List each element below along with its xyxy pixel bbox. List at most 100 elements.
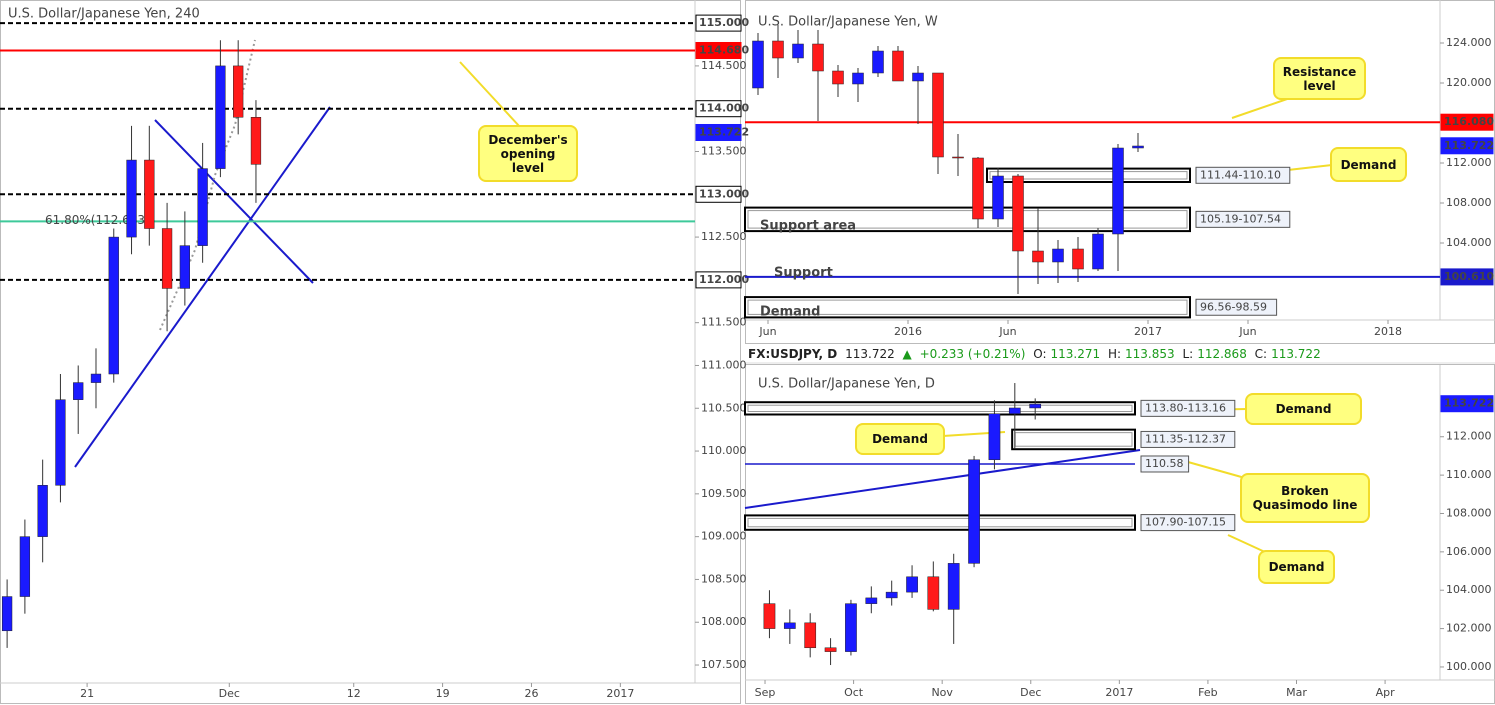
candle-body	[90, 373, 102, 383]
y-tick-label: 109.500	[701, 487, 747, 500]
value-tag: 111.44-110.10	[1200, 168, 1281, 181]
candle-body	[215, 65, 226, 169]
candle-body	[19, 536, 31, 597]
chart-title: U.S. Dollar/Japanese Yen, 240	[8, 7, 200, 22]
y-tick-label: 110.000	[1446, 468, 1492, 481]
chart-title: U.S. Dollar/Japanese Yen, W	[758, 15, 938, 30]
x-tick-label: Sep	[755, 686, 776, 699]
candle-body	[1072, 248, 1084, 270]
candle-body	[892, 50, 904, 82]
chart-title: U.S. Dollar/Japanese Yen, D	[758, 377, 935, 392]
zone	[744, 401, 1136, 416]
candle-body	[968, 459, 980, 564]
value-tag-box	[1140, 455, 1190, 473]
y-tick-label: 111.000	[701, 358, 747, 371]
price-label-box	[695, 41, 742, 59]
value-tag: 96.56-98.59	[1200, 300, 1267, 313]
candle-body	[772, 40, 784, 59]
y-tick-label: 112.500	[701, 230, 747, 243]
x-tick-label: Jun	[998, 325, 1016, 338]
pointer	[1227, 534, 1266, 553]
y-tick-label: 104.000	[1446, 583, 1492, 596]
price-label-box	[695, 123, 742, 141]
zone	[744, 206, 1191, 233]
candle-body	[932, 72, 944, 158]
price-label: 115.000	[699, 16, 749, 29]
candle-body	[763, 603, 776, 629]
ohlc-value: 113.853	[1125, 347, 1175, 361]
x-tick-label: 2017	[606, 687, 634, 700]
candle-body	[947, 563, 960, 610]
y-tick-label: 102.000	[1446, 622, 1492, 635]
symbol: FX:USDJPY, D	[748, 347, 838, 361]
candle-body	[1012, 175, 1024, 252]
ohlc-value: 113.271	[1050, 347, 1101, 361]
candle-body	[752, 40, 764, 89]
price-label-box	[1440, 137, 1494, 155]
candle-body	[845, 603, 857, 652]
zone-inner	[989, 171, 1188, 180]
ohlc-value: 112.868	[1197, 347, 1247, 361]
y-tick-label: 107.500	[701, 658, 747, 671]
value-tag: 107.90-107.15	[1145, 516, 1226, 529]
y-tick-label: 111.500	[701, 316, 747, 329]
value-tag-box	[1195, 298, 1278, 316]
candle-body	[824, 647, 837, 652]
price-label-box	[695, 271, 742, 289]
candle-body	[1, 596, 13, 632]
x-tick-label: 2017	[1134, 325, 1162, 338]
x-tick-label: 2018	[1374, 325, 1402, 338]
x-tick-label: Mar	[1286, 686, 1307, 699]
price-label: 114.680	[699, 43, 749, 56]
trendline	[744, 449, 1141, 509]
change-arrow: ▲	[902, 347, 912, 361]
y-tick-label: 108.000	[1446, 196, 1492, 209]
x-tick-label: 21	[80, 687, 94, 700]
price-label: 114.000	[699, 102, 749, 115]
value-tag-box	[1195, 166, 1291, 184]
zone	[744, 514, 1136, 531]
zone-name: Support	[774, 266, 833, 281]
candle-body	[792, 43, 804, 59]
info-bar: FX:USDJPY, D 113.722 ▲ +0.233 (+0.21%) O…	[748, 345, 1325, 363]
zone-name: Support area	[760, 219, 856, 234]
ohlc-label: C:	[1254, 347, 1268, 361]
candle-body	[1112, 147, 1124, 235]
callout: Demand	[855, 423, 945, 455]
candle-body	[144, 159, 155, 229]
candle-body	[1032, 250, 1044, 263]
candle-body	[865, 597, 878, 604]
x-tick-label: 26	[524, 687, 538, 700]
price-label: 113.722	[699, 125, 749, 138]
pointer	[1231, 97, 1291, 119]
candle-body	[55, 399, 66, 486]
panel-frame	[0, 0, 741, 704]
zone-inner	[747, 299, 1188, 315]
price-label: 113.000	[699, 187, 749, 200]
x-tick-label: Nov	[931, 686, 953, 699]
zone	[986, 167, 1191, 184]
change: +0.233 (+0.21%)	[919, 347, 1026, 361]
price-label: 113.722	[1444, 139, 1494, 152]
zone	[744, 296, 1191, 319]
value-tag: 113.80-113.16	[1145, 401, 1226, 414]
zone-name: Demand	[760, 305, 821, 320]
candle-body	[885, 591, 898, 599]
candle-body	[161, 228, 173, 289]
candle-body	[1029, 403, 1042, 409]
y-tick-label: 104.000	[1446, 236, 1492, 249]
candle-body	[1008, 407, 1021, 414]
y-tick-label: 110.000	[701, 444, 747, 457]
candle-body	[992, 175, 1004, 220]
candle-body	[872, 50, 884, 74]
price-label-box	[695, 185, 742, 203]
zone-inner	[747, 210, 1188, 229]
ohlc-value: 113.722	[1271, 347, 1321, 361]
callout: Broken Quasimodo line	[1240, 473, 1370, 523]
candle-body	[988, 413, 1001, 461]
candle-body	[783, 622, 796, 629]
price-label: 116.080	[1444, 115, 1494, 128]
y-tick-label: 120.000	[1446, 76, 1492, 89]
zone-inner	[747, 404, 1133, 412]
